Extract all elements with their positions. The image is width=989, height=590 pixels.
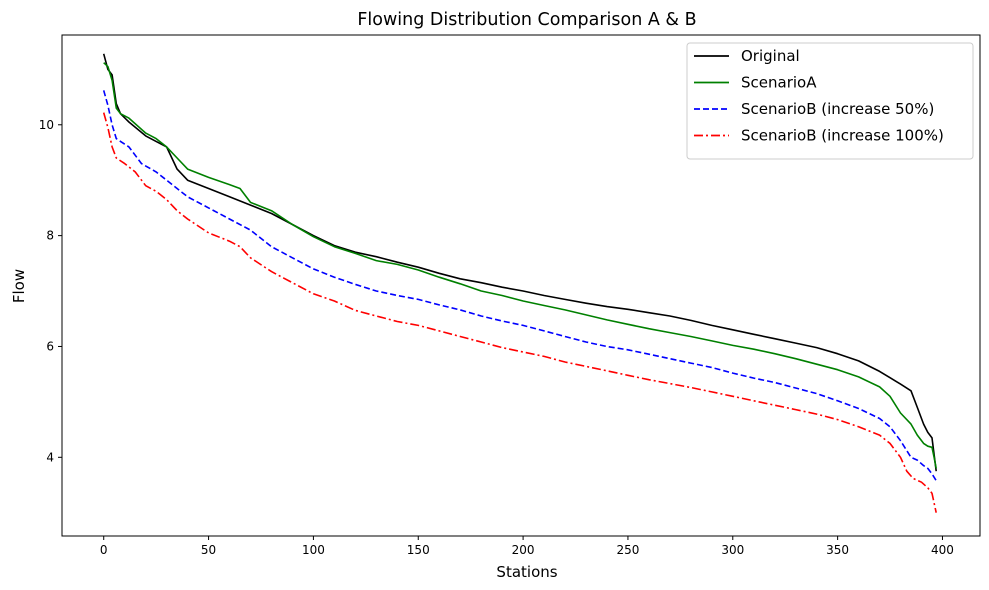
series-line-1: [102, 53, 937, 472]
x-tick-label: 150: [407, 543, 430, 557]
legend: Original ScenarioA ScenarioB (increase 50%…: [686, 42, 974, 160]
x-tick-label: 250: [616, 543, 639, 557]
y-tick-label: 4: [46, 450, 54, 464]
x-tick-label: 350: [826, 543, 849, 557]
legend-label-3: ScenarioB (increase 50%): [741, 100, 934, 118]
legend-box: [686, 42, 974, 160]
y-axis-label: Flow: [10, 269, 28, 303]
y-tick-label: 6: [46, 339, 54, 353]
x-tick-label: 50: [201, 543, 216, 557]
y-axis-ticks: 4 6 8 10: [39, 118, 62, 464]
legend-label-4: ScenarioB (increase 100%): [741, 127, 944, 145]
series-line-3: [102, 90, 937, 482]
y-tick-label: 10: [39, 118, 54, 132]
x-tick-label: 300: [721, 543, 744, 557]
series-line-4: [102, 112, 937, 513]
x-tick-label: 400: [931, 543, 954, 557]
y-tick-label: 8: [46, 229, 54, 243]
legend-label-1: Original: [741, 47, 800, 65]
chart-title: Flowing Distribution Comparison A & B: [357, 10, 696, 30]
legend-label-2: ScenarioA: [741, 74, 817, 92]
x-tick-label: 200: [512, 543, 535, 557]
x-tick-label: 0: [100, 543, 108, 557]
plot-lines: [102, 53, 937, 513]
x-axis-label: Stations: [496, 563, 557, 581]
series-line-2: [103, 62, 937, 469]
plot-frame: [61, 34, 981, 537]
x-axis-ticks: 0 50 100 150 200 250 300 350 400: [100, 536, 954, 557]
x-tick-label: 100: [302, 543, 325, 557]
